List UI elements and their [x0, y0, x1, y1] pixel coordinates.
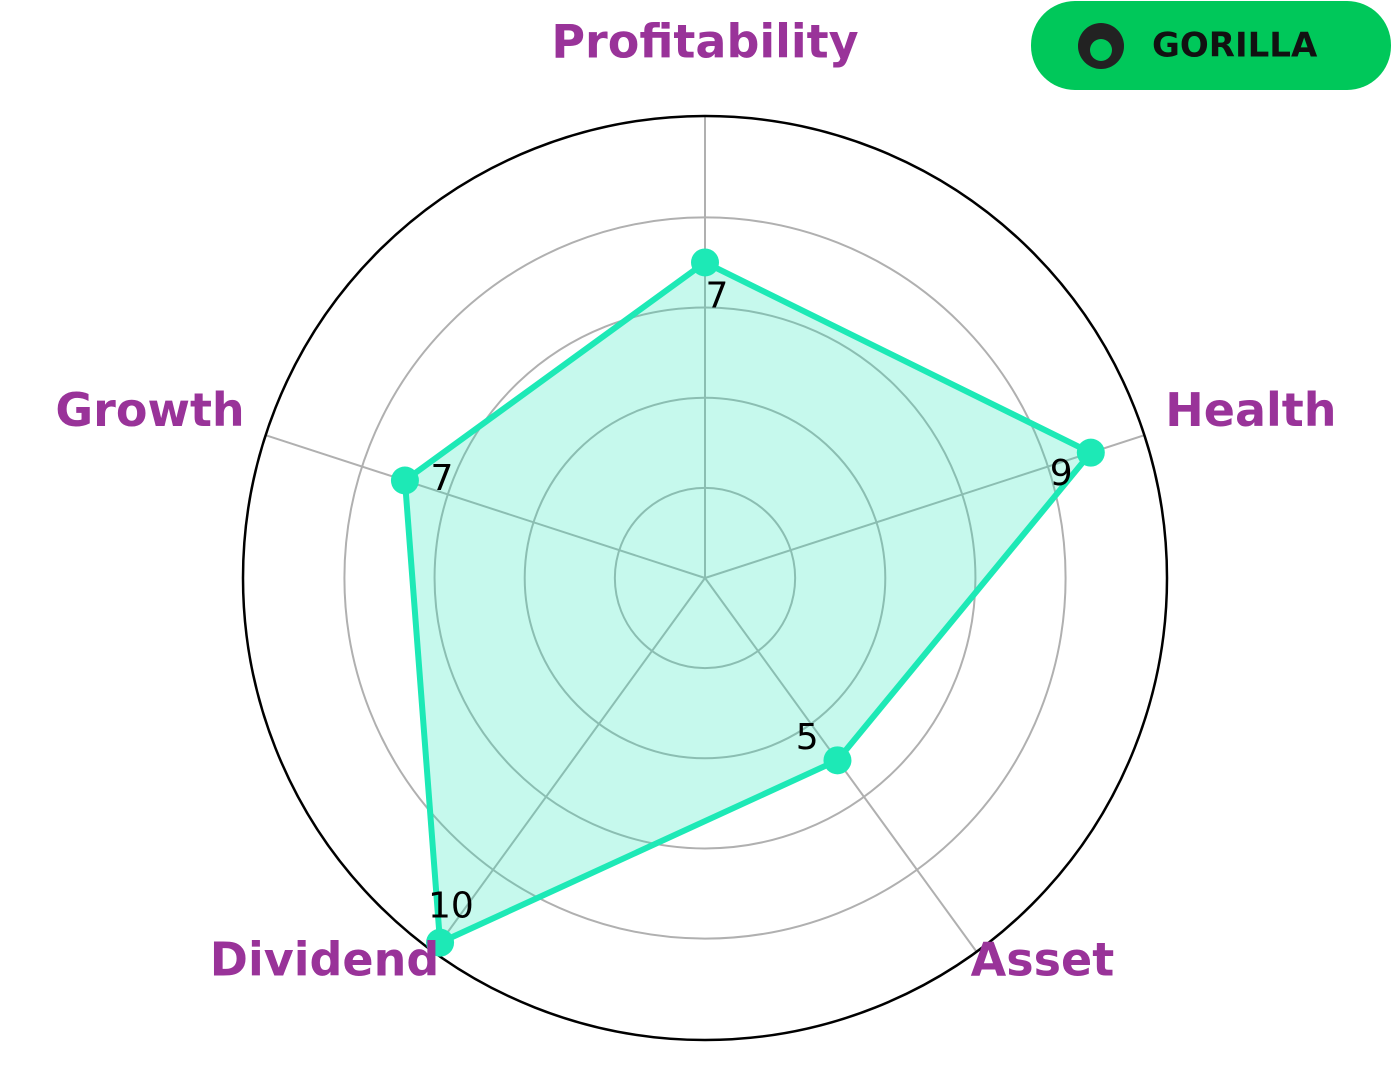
grid-ring: [613, 486, 797, 670]
spoke: [704, 434, 1145, 579]
value-label: 9: [1050, 453, 1073, 494]
spoke: [432, 577, 706, 953]
value-label: 5: [796, 717, 819, 758]
data-point: [1076, 438, 1105, 467]
category-label: Dividend: [210, 933, 440, 987]
data-point: [823, 746, 852, 775]
category-label: Asset: [971, 933, 1115, 987]
category-label: Health: [1165, 383, 1336, 437]
category-label: Profitability: [551, 15, 858, 69]
logo-pill: [1031, 1, 1391, 90]
grid-ring: [433, 306, 977, 850]
category-label: Growth: [55, 383, 244, 437]
outer-ring: [241, 114, 1169, 1042]
value-label: 7: [706, 275, 729, 316]
spoke: [265, 434, 706, 579]
plot-area: 7 9 5 10 7 Profitability Health Asset Dividend Gr…: [55, 15, 1337, 1042]
radar-area: [401, 259, 1094, 946]
value-label: 10: [428, 885, 474, 926]
logo-icon-face: [1090, 39, 1112, 61]
data-point: [390, 466, 419, 495]
data-point: [691, 248, 719, 277]
data-point: [426, 928, 455, 957]
grid-ring: [343, 216, 1067, 940]
logo-badge: GORILLA: [1031, 1, 1391, 90]
grid-ring: [523, 396, 887, 760]
value-label: 7: [430, 458, 453, 499]
logo-text: GORILLA: [1152, 26, 1318, 66]
